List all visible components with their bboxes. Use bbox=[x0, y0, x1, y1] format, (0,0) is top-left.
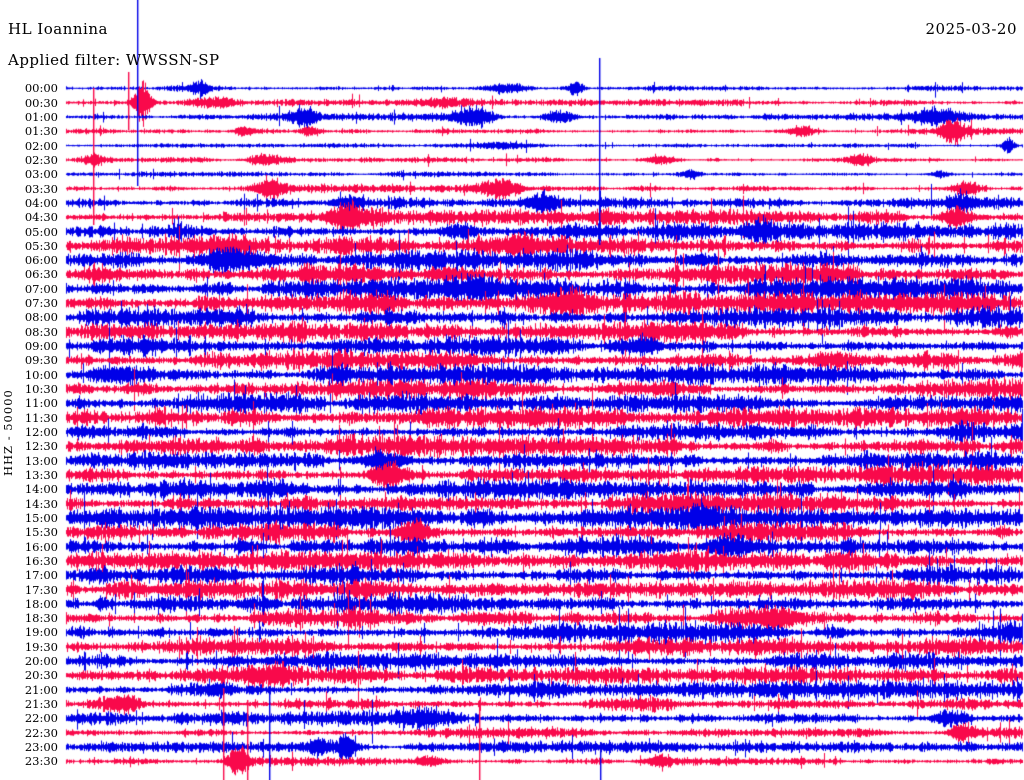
row-time-label: 19:30 bbox=[24, 639, 58, 654]
date-label: 2025-03-20 bbox=[925, 20, 1017, 38]
row-time-label: 00:30 bbox=[24, 95, 58, 110]
row-time-label: 09:00 bbox=[24, 339, 58, 354]
row-time-label: 03:00 bbox=[24, 167, 58, 182]
row-time-label: 02:30 bbox=[24, 152, 58, 167]
row-time-label: 20:00 bbox=[24, 654, 58, 669]
time-axis-labels: 00:00 00:30 01:00 01:30 02:00 02:30 03:00 03:30… bbox=[0, 0, 60, 780]
row-time-label: 16:00 bbox=[24, 539, 58, 554]
row-time-label: 10:30 bbox=[24, 382, 58, 397]
row-time-label: 04:00 bbox=[24, 195, 58, 210]
row-time-label: 17:00 bbox=[24, 568, 58, 583]
row-time-label: 05:00 bbox=[24, 224, 58, 239]
row-time-label: 23:30 bbox=[24, 754, 58, 769]
row-time-label: 16:30 bbox=[24, 553, 58, 568]
row-time-label: 08:30 bbox=[24, 324, 58, 339]
row-time-label: 18:30 bbox=[24, 611, 58, 626]
row-time-label: 20:30 bbox=[24, 668, 58, 683]
row-time-label: 03:30 bbox=[24, 181, 58, 196]
row-time-label: 09:30 bbox=[24, 353, 58, 368]
row-time-label: 08:00 bbox=[24, 310, 58, 325]
row-time-label: 22:00 bbox=[24, 711, 58, 726]
row-time-label: 06:30 bbox=[24, 267, 58, 282]
row-time-label: 10:00 bbox=[24, 367, 58, 382]
row-time-label: 18:00 bbox=[24, 596, 58, 611]
row-time-label: 13:00 bbox=[24, 453, 58, 468]
row-time-label: 01:00 bbox=[24, 109, 58, 124]
row-time-label: 11:00 bbox=[24, 396, 58, 411]
row-time-label: 12:30 bbox=[24, 439, 58, 454]
row-time-label: 06:00 bbox=[24, 253, 58, 268]
row-time-label: 14:30 bbox=[24, 496, 58, 511]
row-time-label: 07:30 bbox=[24, 296, 58, 311]
row-time-label: 21:30 bbox=[24, 697, 58, 712]
row-time-label: 11:30 bbox=[24, 410, 58, 425]
row-time-label: 21:00 bbox=[24, 682, 58, 697]
station-title: HL Ioannina bbox=[8, 20, 108, 38]
row-time-label: 22:30 bbox=[24, 725, 58, 740]
row-time-label: 23:00 bbox=[24, 740, 58, 755]
row-time-label: 14:00 bbox=[24, 482, 58, 497]
channel-scale-label: HHZ - 50000 bbox=[1, 389, 15, 476]
row-time-label: 07:00 bbox=[24, 281, 58, 296]
row-time-label: 05:30 bbox=[24, 238, 58, 253]
row-time-label: 12:00 bbox=[24, 424, 58, 439]
row-time-label: 13:30 bbox=[24, 467, 58, 482]
row-time-label: 02:00 bbox=[24, 138, 58, 153]
row-time-label: 19:00 bbox=[24, 625, 58, 640]
row-time-label: 00:00 bbox=[24, 81, 58, 96]
row-time-label: 04:30 bbox=[24, 210, 58, 225]
row-time-label: 15:30 bbox=[24, 525, 58, 540]
row-time-label: 15:00 bbox=[24, 510, 58, 525]
row-time-label: 01:30 bbox=[24, 124, 58, 139]
row-time-label: 17:30 bbox=[24, 582, 58, 597]
applied-filter-label: Applied filter: WWSSN-SP bbox=[8, 51, 220, 69]
